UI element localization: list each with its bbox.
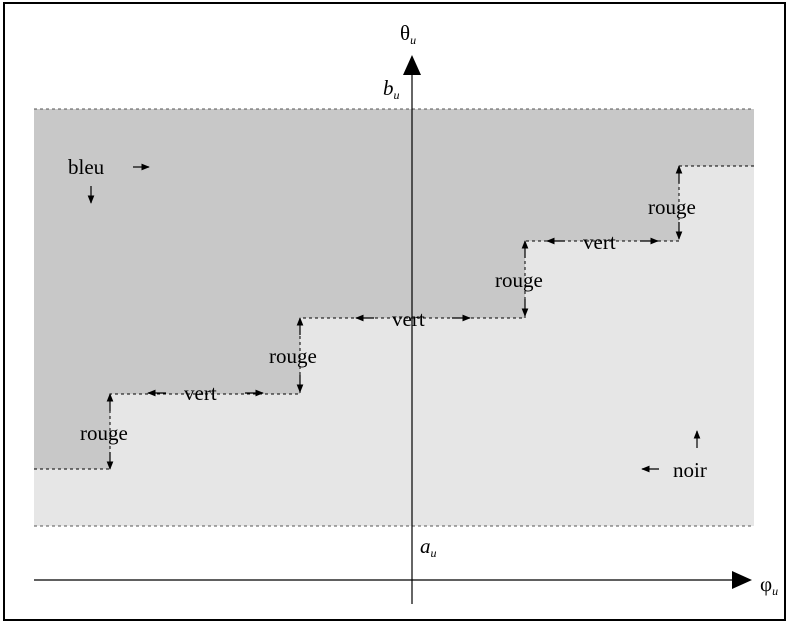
region-label-noir: noir: [673, 458, 707, 482]
vert-3-label: vert: [583, 230, 616, 254]
lower-bound-label: au: [420, 534, 437, 560]
horizontal-axis-arrowhead: [732, 571, 752, 589]
vertical-axis-label: θu: [400, 21, 416, 47]
vert-1-label: vert: [184, 381, 217, 405]
region-label-bleu: bleu: [68, 155, 105, 179]
rouge-1-label: rouge: [80, 421, 128, 445]
vert-2-label: vert: [392, 307, 425, 331]
rouge-4-label: rouge: [648, 195, 696, 219]
vertical-axis-arrowhead: [403, 55, 421, 75]
upper-bound-label: bu: [383, 76, 400, 102]
rouge-2-label: rouge: [269, 344, 317, 368]
horizontal-axis-label: φu: [760, 572, 778, 598]
region-bleu: [34, 109, 754, 469]
rouge-3-label: rouge: [495, 268, 543, 292]
